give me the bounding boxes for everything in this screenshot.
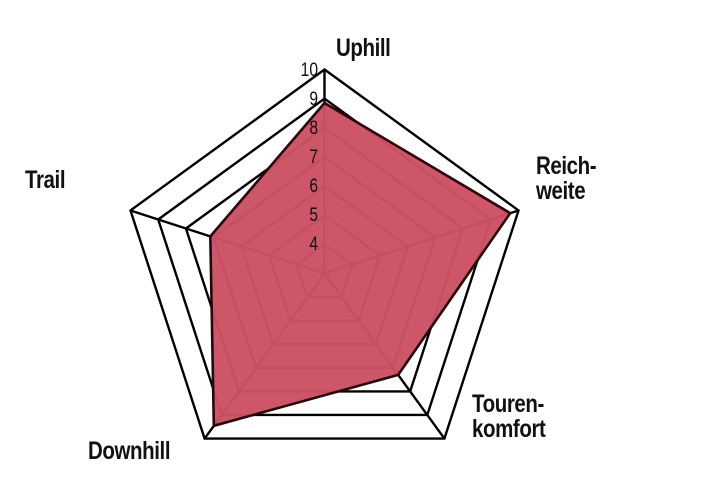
svg-text:9: 9 (309, 88, 318, 110)
svg-text:10: 10 (301, 59, 318, 81)
svg-text:Uphill: Uphill (336, 33, 390, 61)
svg-text:6: 6 (309, 175, 318, 197)
svg-text:Downhill: Downhill (88, 436, 170, 464)
svg-text:weite: weite (535, 176, 585, 204)
svg-text:7: 7 (309, 146, 318, 168)
svg-text:komfort: komfort (472, 414, 546, 442)
svg-text:Trail: Trail (25, 165, 65, 193)
svg-text:5: 5 (309, 204, 318, 226)
svg-text:4: 4 (309, 233, 318, 255)
svg-text:8: 8 (309, 117, 318, 139)
